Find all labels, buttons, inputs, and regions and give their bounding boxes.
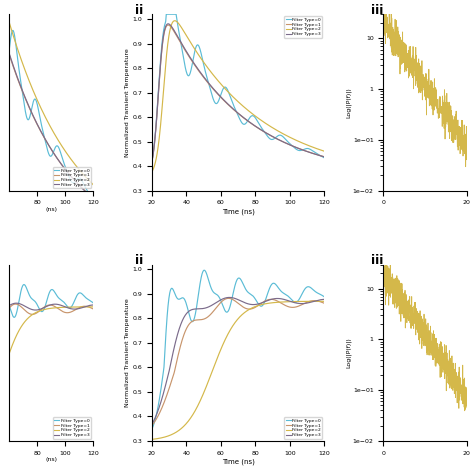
Y-axis label: Normalized Transient Temperature: Normalized Transient Temperature [125,48,129,157]
Text: ii: ii [135,254,143,267]
X-axis label: Time (ns): Time (ns) [222,458,255,465]
X-axis label: (ns): (ns) [45,207,57,211]
Y-axis label: Log(|P(f)|): Log(|P(f)|) [346,87,351,118]
Y-axis label: Log(|P(f)|): Log(|P(f)|) [346,337,351,368]
Text: iii: iii [371,4,383,17]
X-axis label: Time (ns): Time (ns) [222,208,255,215]
Legend: Filter Type=0, Filter Type=1, Filter Type=2, Filter Type=3: Filter Type=0, Filter Type=1, Filter Typ… [284,418,322,438]
Legend: Filter Type=0, Filter Type=1, Filter Type=2, Filter Type=3: Filter Type=0, Filter Type=1, Filter Typ… [284,17,322,37]
Text: ii: ii [135,4,143,17]
Text: iii: iii [371,254,383,267]
Legend: Filter Type=0, Filter Type=1, Filter Type=2, Filter Type=3: Filter Type=0, Filter Type=1, Filter Typ… [53,418,91,438]
Y-axis label: Normalized Transient Temperature: Normalized Transient Temperature [125,298,129,407]
X-axis label: (ns): (ns) [45,457,57,462]
Legend: Filter Type=0, Filter Type=1, Filter Type=2, Filter Type=3: Filter Type=0, Filter Type=1, Filter Typ… [53,167,91,188]
